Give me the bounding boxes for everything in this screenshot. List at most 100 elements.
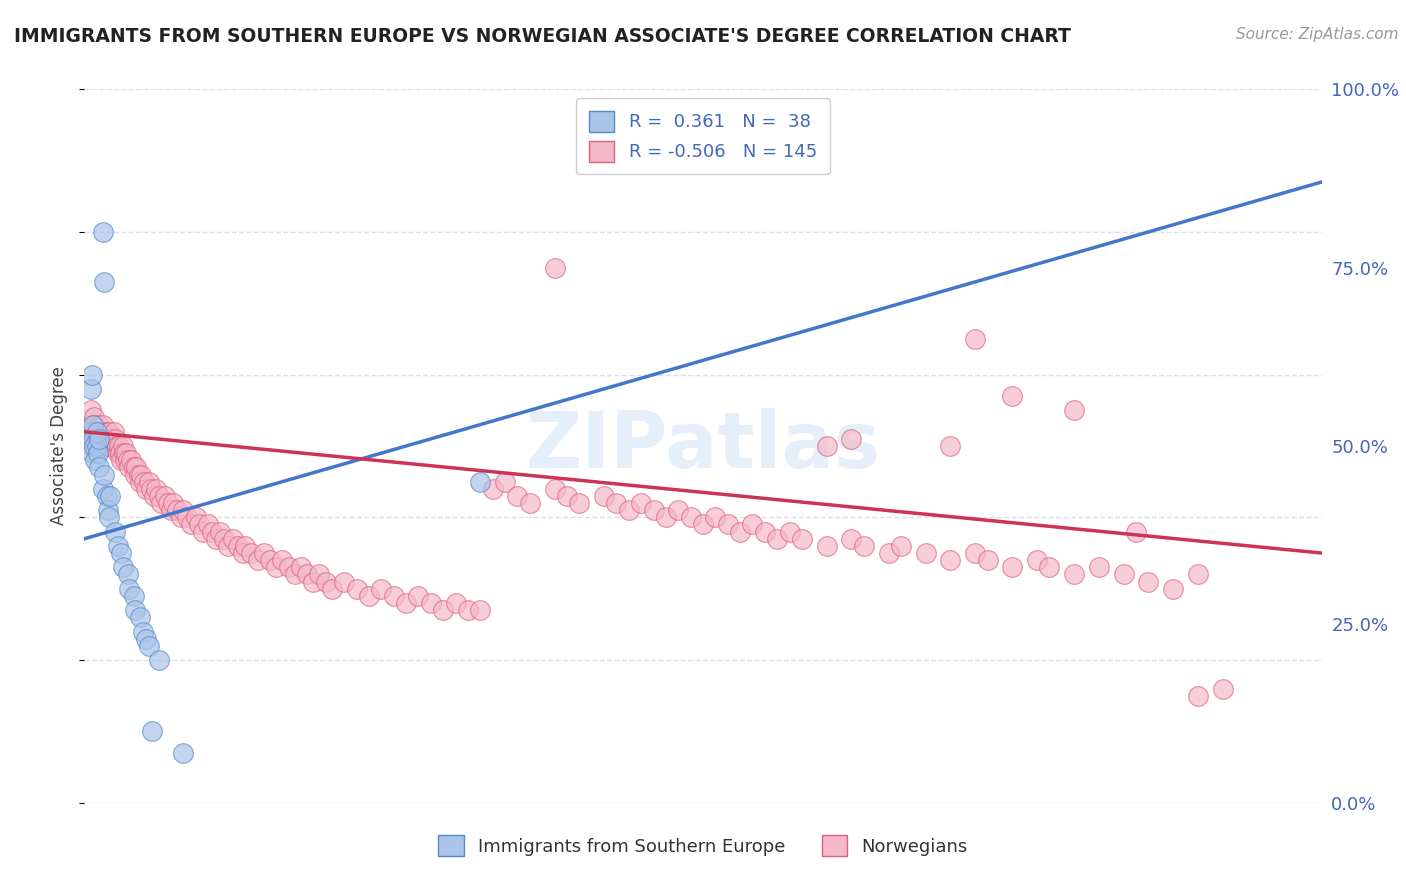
Point [188,517,211,532]
Point [141,724,163,739]
Point [841,532,863,546]
Point [129,467,152,482]
Point [111,560,134,574]
Point [129,475,152,489]
Point [555,489,578,503]
Point [605,496,627,510]
Point [93,275,115,289]
Point [86,425,108,439]
Point [93,425,115,439]
Point [82,432,104,446]
Point [82,425,104,439]
Point [1212,681,1234,696]
Point [97,503,120,517]
Point [643,503,665,517]
Point [321,582,343,596]
Point [728,524,751,539]
Point [103,425,125,439]
Point [129,610,152,624]
Point [98,489,121,503]
Point [240,546,263,560]
Point [98,439,121,453]
Point [506,489,529,503]
Point [131,624,153,639]
Point [432,603,454,617]
Point [100,432,122,446]
Point [494,475,516,489]
Point [110,446,132,460]
Point [976,553,998,567]
Point [593,489,616,503]
Point [444,596,467,610]
Point [87,446,110,460]
Point [117,567,139,582]
Text: ZIPatlas: ZIPatlas [526,408,880,484]
Point [96,439,118,453]
Point [197,517,219,532]
Point [1112,567,1135,582]
Point [741,517,763,532]
Point [104,432,127,446]
Point [157,496,180,510]
Point [965,546,987,560]
Point [91,482,114,496]
Point [222,532,245,546]
Point [160,503,183,517]
Point [141,482,163,496]
Point [82,417,104,432]
Point [170,510,193,524]
Point [481,482,503,496]
Point [1088,560,1111,574]
Point [766,532,789,546]
Y-axis label: Associate's Degree: Associate's Degree [51,367,69,525]
Point [91,432,114,446]
Point [97,432,120,446]
Point [1063,567,1085,582]
Point [120,453,142,467]
Point [246,553,269,567]
Point [519,496,541,510]
Point [815,539,838,553]
Point [568,496,591,510]
Point [138,475,160,489]
Point [395,596,418,610]
Point [1137,574,1160,589]
Point [110,453,132,467]
Point [692,517,714,532]
Point [1187,689,1209,703]
Point [93,439,115,453]
Point [1038,560,1060,574]
Point [172,503,194,517]
Point [107,446,129,460]
Point [679,510,702,524]
Point [89,439,111,453]
Point [111,439,134,453]
Point [184,510,207,524]
Point [107,539,129,553]
Point [98,432,121,446]
Point [84,453,107,467]
Point [790,532,813,546]
Text: IMMIGRANTS FROM SOUTHERN EUROPE VS NORWEGIAN ASSOCIATE'S DEGREE CORRELATION CHAR: IMMIGRANTS FROM SOUTHERN EUROPE VS NORWE… [14,27,1071,45]
Point [145,482,167,496]
Point [79,439,101,453]
Point [110,546,132,560]
Point [132,475,155,489]
Point [333,574,356,589]
Point [382,589,405,603]
Point [779,524,801,539]
Point [101,439,124,453]
Point [852,539,875,553]
Point [96,425,118,439]
Point [212,532,235,546]
Point [717,517,740,532]
Point [135,632,157,646]
Point [153,489,176,503]
Point [217,539,239,553]
Point [93,467,115,482]
Point [83,439,105,453]
Point [96,489,118,503]
Point [1001,560,1024,574]
Point [630,496,652,510]
Point [470,475,492,489]
